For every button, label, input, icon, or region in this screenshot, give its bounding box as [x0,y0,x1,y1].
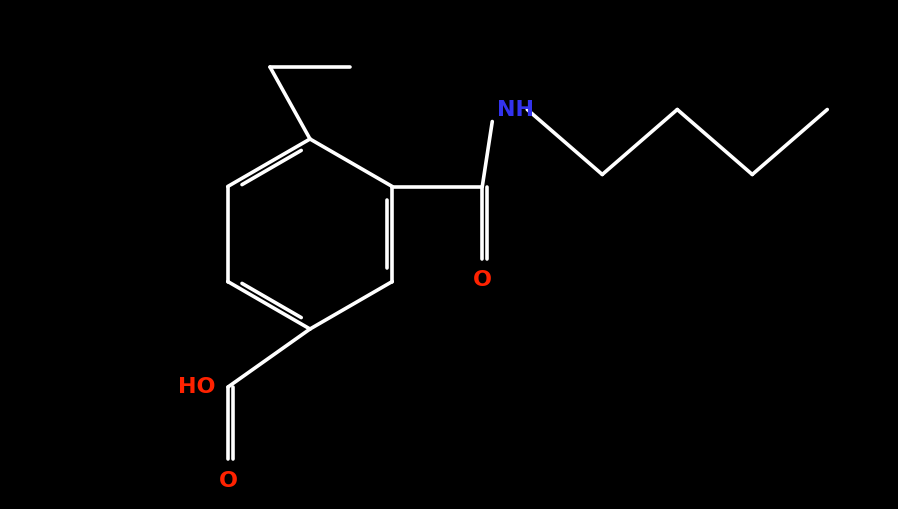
Text: HO: HO [179,377,216,397]
Text: O: O [218,471,237,491]
Text: NH: NH [497,99,534,120]
Text: O: O [472,270,492,291]
